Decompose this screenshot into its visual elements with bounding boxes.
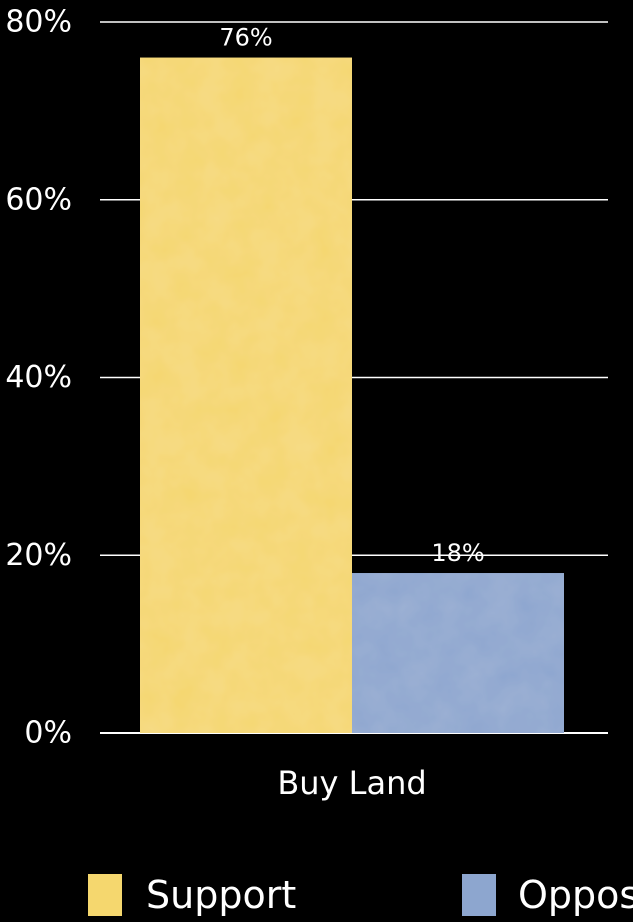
- y-tick-label-3: 60%: [5, 182, 72, 217]
- data-label-support: 76%: [219, 24, 272, 52]
- legend-item-support: Support: [88, 873, 296, 917]
- legend-label-support: Support: [146, 873, 296, 917]
- bar-support: [140, 57, 352, 734]
- x-category-label-0: Buy Land: [277, 764, 426, 802]
- legend-swatch-support: [88, 874, 122, 916]
- y-tick-label-2: 40%: [5, 360, 72, 395]
- data-label-oppose: 18%: [431, 539, 484, 567]
- y-axis-tick-labels: 0% 20% 40% 60% 80%: [5, 5, 72, 751]
- x-axis-category-labels: Buy Land: [277, 764, 426, 802]
- bar-oppose: [352, 573, 564, 733]
- legend-item-oppose: Oppose: [462, 873, 633, 917]
- y-tick-label-1: 20%: [5, 538, 72, 573]
- y-tick-label-4: 80%: [5, 5, 72, 40]
- legend-swatch-oppose: [462, 874, 496, 916]
- y-tick-label-0: 0%: [24, 716, 72, 751]
- legend: Support Oppose: [88, 873, 633, 917]
- bars: [140, 57, 564, 734]
- data-labels: 76% 18%: [219, 24, 484, 567]
- legend-label-oppose: Oppose: [518, 873, 633, 917]
